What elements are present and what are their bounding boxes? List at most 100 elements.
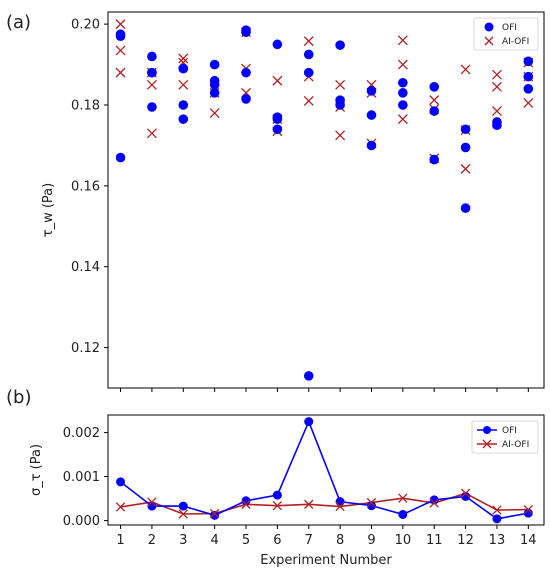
ai-ofi-point: [146, 128, 157, 139]
panel-b-legend: OFI AI-OFI: [471, 420, 539, 454]
ofi-point: [398, 88, 408, 98]
panel-b-x-tick-label: 4: [211, 533, 219, 548]
ofi-point: [272, 39, 283, 50]
panel-b-x-tick-label: 3: [179, 533, 187, 548]
panel-a-points: [115, 19, 534, 381]
panel-b-legend-ai-ofi-label: AI-OFI: [502, 440, 529, 450]
ai-ofi-point: [460, 64, 471, 75]
panel-a-y-tick-label: 0.14: [71, 260, 100, 275]
panel-b-y-tick-label: 0.002: [63, 426, 100, 441]
panel-a-legend-ofi-label: OFI: [502, 23, 517, 33]
panel-b-y-ticks: 0.000 0.001 0.002: [63, 426, 108, 529]
ofi-point: [115, 152, 126, 163]
ai-ofi-point: [115, 502, 126, 512]
ai-ofi-point: [491, 106, 502, 117]
ofi-point: [460, 142, 471, 153]
ai-ofi-point: [335, 79, 346, 90]
panel-b-y-tick-label: 0.000: [63, 514, 100, 529]
ofi-point: [178, 501, 188, 511]
ofi-point: [303, 371, 314, 381]
ofi-point: [523, 508, 533, 518]
panel-a-x-ticks: [120, 388, 529, 392]
ofi-point: [523, 56, 534, 67]
ofi-point: [523, 84, 534, 94]
panel-a-legend-ofi-marker: [484, 22, 494, 32]
ofi-point: [429, 154, 440, 165]
ofi-point: [366, 140, 377, 151]
ai-ofi-point: [146, 79, 157, 90]
ofi-point: [178, 100, 189, 110]
ai-ofi-line: [120, 492, 529, 515]
panel-b-x-tick-label: 8: [336, 533, 344, 548]
panel-b-x-ticks: 1 2 3 4 5 6 7 8 9 10 11 12 13 14: [116, 525, 537, 548]
ofi-point: [335, 40, 345, 50]
ofi-point: [241, 94, 251, 104]
ai-ofi-point: [272, 75, 283, 86]
panel-b-y-axis-label: σ_τ (Pa): [29, 444, 44, 496]
ai-ofi-point: [491, 69, 502, 80]
ofi-point: [116, 477, 126, 487]
panel-a-y-tick-label: 0.18: [71, 98, 100, 113]
panel-b-legend-ofi-marker: [483, 426, 491, 434]
panel-a: (a) 0.12 0.14 0.16 0.18 0.20 τ_w (Pa) OFI AI…: [6, 11, 545, 392]
ai-ofi-point: [460, 163, 471, 174]
ai-ofi-point: [147, 497, 157, 507]
ofi-point: [398, 100, 408, 110]
ai-ofi-point: [397, 35, 408, 46]
panel-a-y-tick-label: 0.12: [71, 341, 100, 356]
ofi-point: [461, 491, 471, 501]
ofi-point: [366, 86, 377, 96]
ai-ofi-point: [429, 498, 439, 508]
ofi-point: [460, 203, 471, 213]
ai-ofi-point: [178, 53, 189, 64]
ofi-point: [492, 120, 502, 131]
panel-a-y-axis-label: τ_w (Pa): [41, 183, 56, 237]
ofi-point: [209, 79, 220, 90]
ofi-point: [147, 102, 157, 112]
ofi-point: [210, 510, 220, 520]
ofi-point: [178, 114, 189, 124]
ai-ofi-point: [303, 95, 314, 106]
ofi-point: [366, 110, 377, 120]
ai-ofi-point: [492, 505, 502, 515]
ofi-point: [366, 501, 376, 511]
panel-b-x-tick-label: 1: [116, 533, 124, 548]
panel-a-legend-ai-ofi-label: AI-OFI: [502, 37, 529, 47]
ofi-point: [178, 63, 189, 74]
panel-b-x-tick-label: 14: [520, 533, 537, 548]
panel-a-legend-ai-ofi-marker: [484, 36, 494, 46]
ofi-point: [209, 59, 220, 70]
ai-ofi-point: [429, 95, 440, 106]
ofi-point: [241, 67, 251, 78]
panel-a-frame: [107, 11, 545, 389]
ai-ofi-point: [209, 508, 220, 519]
panel-b-x-tick-label: 6: [273, 533, 281, 548]
ofi-point: [303, 67, 314, 78]
ai-ofi-point: [397, 114, 408, 125]
panel-b-x-tick-label: 5: [242, 533, 250, 548]
ai-ofi-point: [241, 499, 251, 509]
ai-ofi-point: [397, 59, 408, 70]
ai-ofi-point: [398, 493, 408, 503]
panel-a-legend: OFI AI-OFI: [473, 17, 539, 51]
ofi-point: [492, 514, 502, 524]
ai-ofi-point: [335, 130, 346, 141]
panel-b-y-tick-label: 0.001: [63, 470, 100, 485]
ofi-point: [147, 67, 157, 78]
ofi-point: [398, 509, 408, 519]
panel-b-legend-ofi-label: OFI: [502, 426, 517, 436]
panel-b-x-tick-label: 2: [148, 533, 156, 548]
ai-ofi-point: [523, 504, 533, 515]
ai-ofi-point: [304, 499, 314, 509]
ofi-point: [303, 49, 314, 60]
ai-ofi-point: [366, 497, 377, 508]
ofi-point: [429, 106, 440, 116]
ofi-point: [335, 497, 345, 507]
panel-b-x-tick-label: 11: [426, 533, 443, 548]
ofi-point: [398, 77, 408, 88]
ai-ofi-point: [115, 19, 126, 30]
ai-ofi-point: [335, 501, 345, 512]
ofi-point: [272, 124, 283, 135]
panel-b-x-tick-label: 10: [395, 533, 412, 548]
